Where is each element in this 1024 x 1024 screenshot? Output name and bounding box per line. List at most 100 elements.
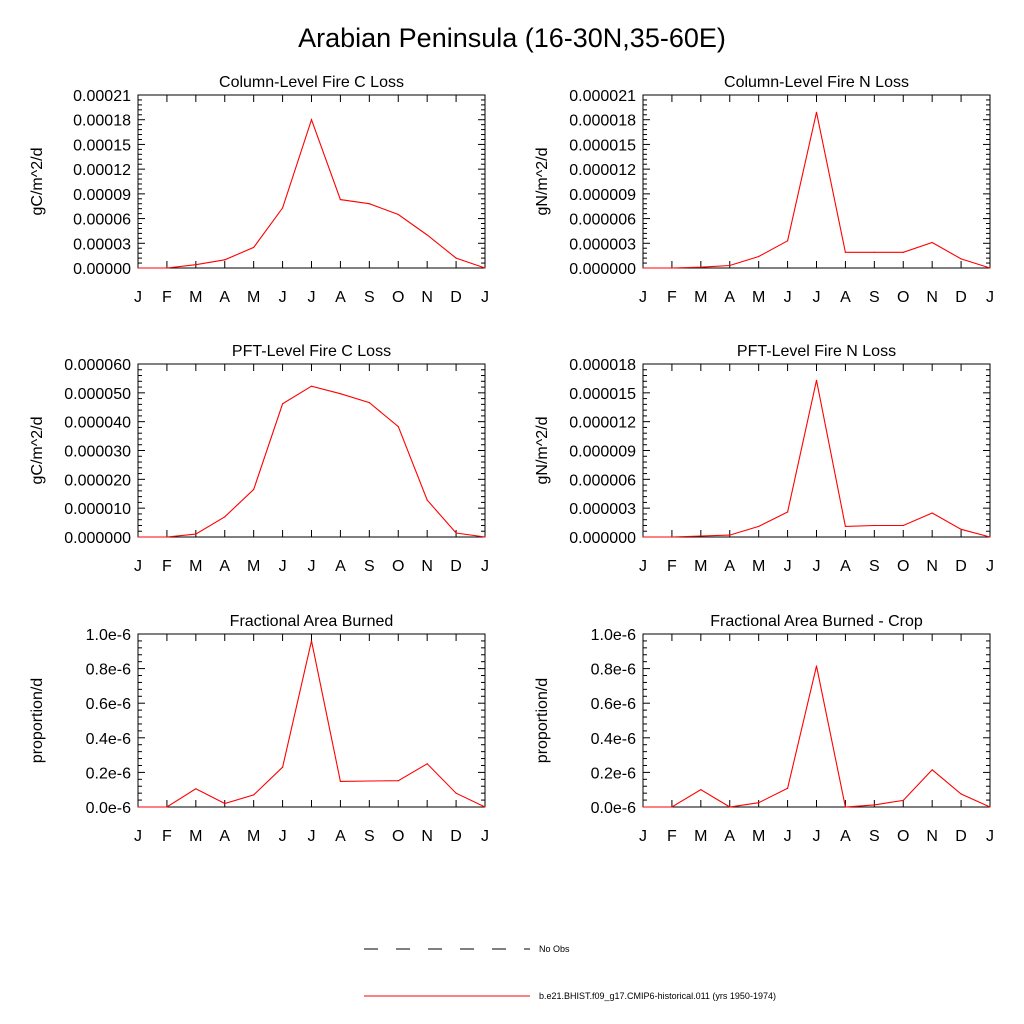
panel-title: PFT-Level Fire C Loss bbox=[232, 343, 391, 360]
x-tick-label: A bbox=[840, 289, 851, 306]
x-tick-label: A bbox=[219, 289, 230, 306]
x-tick-label: J bbox=[308, 558, 316, 575]
y-tick-label: 0.8e-6 bbox=[591, 662, 636, 679]
x-tick-label: O bbox=[897, 289, 909, 306]
data-point bbox=[368, 402, 370, 404]
data-point bbox=[786, 511, 789, 513]
x-tick-label: S bbox=[869, 558, 880, 575]
x-tick-label: J bbox=[134, 828, 142, 845]
y-tick-label: 0.000018 bbox=[569, 113, 636, 130]
data-point bbox=[426, 763, 428, 765]
series-line bbox=[138, 640, 486, 808]
x-tick-label: M bbox=[247, 289, 260, 306]
data-point bbox=[931, 512, 933, 514]
y-tick-label: 0.2e-6 bbox=[86, 765, 131, 782]
data-point bbox=[484, 536, 486, 538]
y-tick-label: 1.0e-6 bbox=[86, 627, 131, 644]
x-tick-label: J bbox=[986, 289, 994, 306]
data-point bbox=[224, 259, 226, 261]
x-tick-label: J bbox=[639, 558, 647, 575]
data-point bbox=[195, 264, 197, 266]
x-tick-label: J bbox=[986, 558, 994, 575]
series-line bbox=[643, 665, 991, 808]
x-tick-label: A bbox=[724, 828, 735, 845]
x-tick-label: J bbox=[784, 289, 792, 306]
y-tick-label: 0.000021 bbox=[569, 88, 636, 105]
y-tick-label: 0.00021 bbox=[73, 88, 131, 105]
series-line bbox=[138, 385, 486, 538]
data-point bbox=[960, 258, 962, 260]
y-tick-label: 0.6e-6 bbox=[86, 696, 131, 713]
x-tick-label: J bbox=[784, 558, 792, 575]
data-point bbox=[902, 524, 904, 527]
y-tick-label: 0.2e-6 bbox=[591, 765, 636, 782]
data-point bbox=[455, 532, 457, 534]
data-point bbox=[397, 213, 399, 216]
data-point bbox=[729, 534, 731, 536]
data-point bbox=[844, 525, 847, 528]
x-tick-label: O bbox=[392, 558, 404, 575]
panel-title: Column-Level Fire C Loss bbox=[219, 74, 404, 91]
x-tick-label: J bbox=[639, 289, 647, 306]
data-point bbox=[815, 665, 818, 667]
y-tick-label: 0.00018 bbox=[73, 113, 131, 130]
chart-panel-3: PFT-Level Fire C Loss 0.000000 0.000010 0.0… bbox=[29, 343, 489, 575]
x-tick-label: D bbox=[450, 828, 462, 845]
y-tick-label: 0.000015 bbox=[569, 137, 636, 154]
x-tick-label: A bbox=[219, 558, 230, 575]
x-tick-label: N bbox=[421, 828, 433, 845]
x-tick-label: F bbox=[667, 558, 677, 575]
plot-frame bbox=[642, 633, 991, 808]
data-point bbox=[195, 788, 197, 790]
y-tick-label: 0.000018 bbox=[569, 357, 636, 374]
y-tick-label: 0.000009 bbox=[569, 444, 636, 461]
data-point bbox=[137, 536, 139, 538]
x-tick-label: J bbox=[813, 289, 821, 306]
x-tick-label: M bbox=[247, 558, 260, 575]
data-point bbox=[137, 267, 139, 269]
y-tick-label: 0.000003 bbox=[569, 236, 636, 253]
x-tick-label: J bbox=[279, 558, 287, 575]
data-point bbox=[484, 267, 486, 269]
x-tick-label: N bbox=[926, 558, 938, 575]
y-tick-label: 0.4e-6 bbox=[591, 731, 636, 748]
x-tick-label: J bbox=[308, 828, 316, 845]
data-point bbox=[368, 203, 370, 205]
data-point bbox=[455, 257, 457, 259]
x-tick-label: D bbox=[955, 558, 967, 575]
x-tick-label: J bbox=[279, 289, 287, 306]
y-tick-label: 0.000009 bbox=[569, 187, 636, 204]
data-point bbox=[960, 793, 962, 795]
series-line bbox=[643, 112, 991, 269]
data-point bbox=[281, 403, 284, 405]
series-line bbox=[643, 380, 991, 538]
data-point bbox=[137, 806, 139, 808]
legend bbox=[364, 948, 530, 997]
data-point bbox=[960, 528, 962, 530]
data-point bbox=[642, 267, 644, 269]
data-point bbox=[368, 780, 370, 782]
data-point bbox=[397, 425, 399, 428]
data-point bbox=[729, 806, 731, 808]
data-point bbox=[166, 806, 168, 808]
x-tick-label: S bbox=[364, 289, 375, 306]
data-point bbox=[339, 780, 342, 782]
x-tick-label: F bbox=[162, 289, 172, 306]
y-tick-label: 0.00000 bbox=[73, 261, 131, 278]
data-point bbox=[339, 199, 342, 201]
data-point bbox=[931, 241, 933, 244]
panel-title: Fractional Area Burned bbox=[230, 613, 394, 630]
plot-frame bbox=[642, 363, 991, 538]
y-tick-label: 0.000003 bbox=[569, 501, 636, 518]
data-point bbox=[815, 111, 818, 113]
data-point bbox=[700, 789, 702, 791]
x-tick-label: J bbox=[134, 558, 142, 575]
data-point bbox=[844, 806, 847, 808]
data-point bbox=[310, 640, 313, 642]
x-tick-label: M bbox=[247, 828, 260, 845]
legend-label-no-obs: No Obs bbox=[539, 944, 570, 954]
x-tick-label: M bbox=[752, 558, 765, 575]
x-tick-label: A bbox=[335, 828, 346, 845]
data-point bbox=[310, 385, 313, 387]
x-tick-label: F bbox=[667, 289, 677, 306]
